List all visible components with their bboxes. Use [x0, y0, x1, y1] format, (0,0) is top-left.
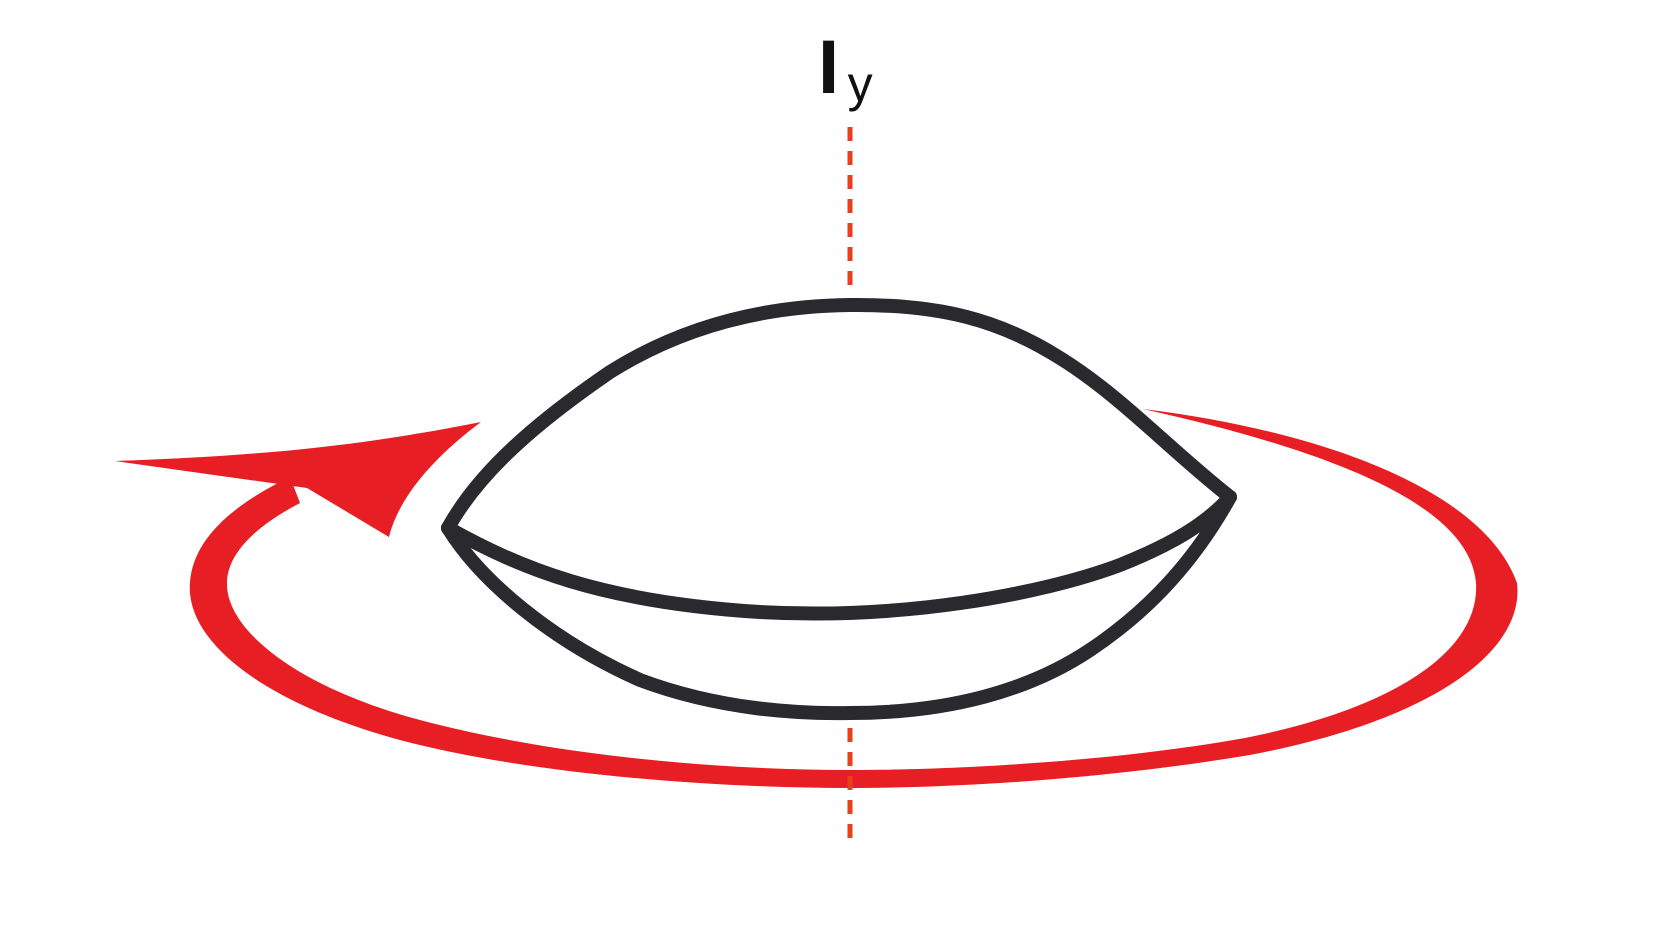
axis-label: I y	[818, 25, 873, 112]
shape-bottom-outline	[441, 490, 1237, 721]
shape-top-outline	[441, 297, 1237, 535]
rotation-arrowhead	[115, 422, 481, 537]
axis-label-symbol: I	[818, 25, 839, 110]
axis-label-subscript: y	[848, 56, 873, 112]
shape-rim-outline	[441, 490, 1237, 621]
